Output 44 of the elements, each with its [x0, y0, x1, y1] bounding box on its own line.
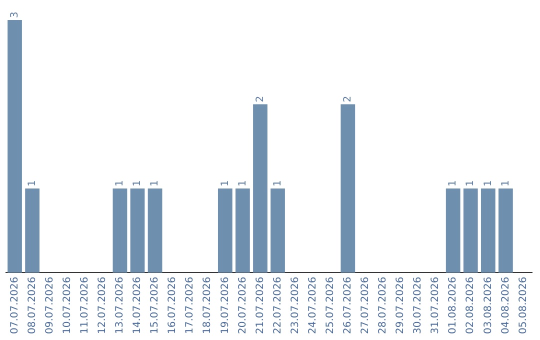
data-label: 1: [132, 180, 144, 186]
x-tick-label: 17.07.2026: [184, 276, 196, 334]
data-label: 1: [482, 180, 494, 186]
x-tick-label: 02.08.2026: [465, 276, 476, 334]
x-tick-label: 07.07.2026: [9, 276, 20, 334]
x-tick-label: 18.07.2026: [202, 276, 214, 334]
data-label: 1: [465, 180, 476, 186]
x-tick-label: 28.07.2026: [378, 276, 389, 334]
x-tick-label: 04.08.2026: [500, 276, 512, 334]
x-tick-label: 24.07.2026: [307, 276, 318, 334]
x-tick-label: 14.07.2026: [132, 276, 144, 334]
x-tick-label: 26.07.2026: [342, 276, 354, 334]
data-label: 1: [272, 180, 284, 186]
x-tick-label: 16.07.2026: [167, 276, 178, 334]
x-tick-label: 05.08.2026: [518, 276, 529, 334]
x-tick-label: 19.07.2026: [220, 276, 231, 334]
x-tick-label: 10.07.2026: [62, 276, 73, 334]
x-tick-label: 08.07.2026: [26, 276, 38, 334]
x-tick-label: 22.07.2026: [272, 276, 284, 334]
x-tick-label: 12.07.2026: [97, 276, 108, 334]
x-tick-label: 01.08.2026: [448, 276, 459, 334]
x-tick-label: 20.07.2026: [237, 276, 248, 334]
data-label: 1: [500, 180, 512, 186]
data-label: 1: [220, 180, 231, 186]
x-tick-label: 11.07.2026: [79, 276, 90, 334]
x-tick-label: 27.07.2026: [360, 276, 372, 334]
x-tick-label: 31.07.2026: [430, 276, 442, 334]
x-tick-label: 09.07.2026: [44, 276, 56, 334]
data-label: 2: [342, 96, 354, 102]
x-tick-label: 29.07.2026: [395, 276, 406, 334]
data-label: 1: [114, 180, 126, 186]
data-label: 1: [237, 180, 248, 186]
x-tick-label: 13.07.2026: [114, 276, 126, 334]
x-tick-label: 15.07.2026: [150, 276, 161, 334]
x-tick-label: 30.07.2026: [412, 276, 424, 334]
x-tick-label: 25.07.2026: [324, 276, 336, 334]
x-tick-label: 23.07.2026: [290, 276, 301, 334]
x-tick-label: 03.08.2026: [482, 276, 494, 334]
data-label: 1: [26, 180, 38, 186]
data-label: 1: [448, 180, 459, 186]
data-label: 2: [254, 96, 266, 102]
data-label: 1: [150, 180, 161, 186]
x-tick-label: 21.07.2026: [254, 276, 266, 334]
data-label: 3: [9, 12, 20, 18]
